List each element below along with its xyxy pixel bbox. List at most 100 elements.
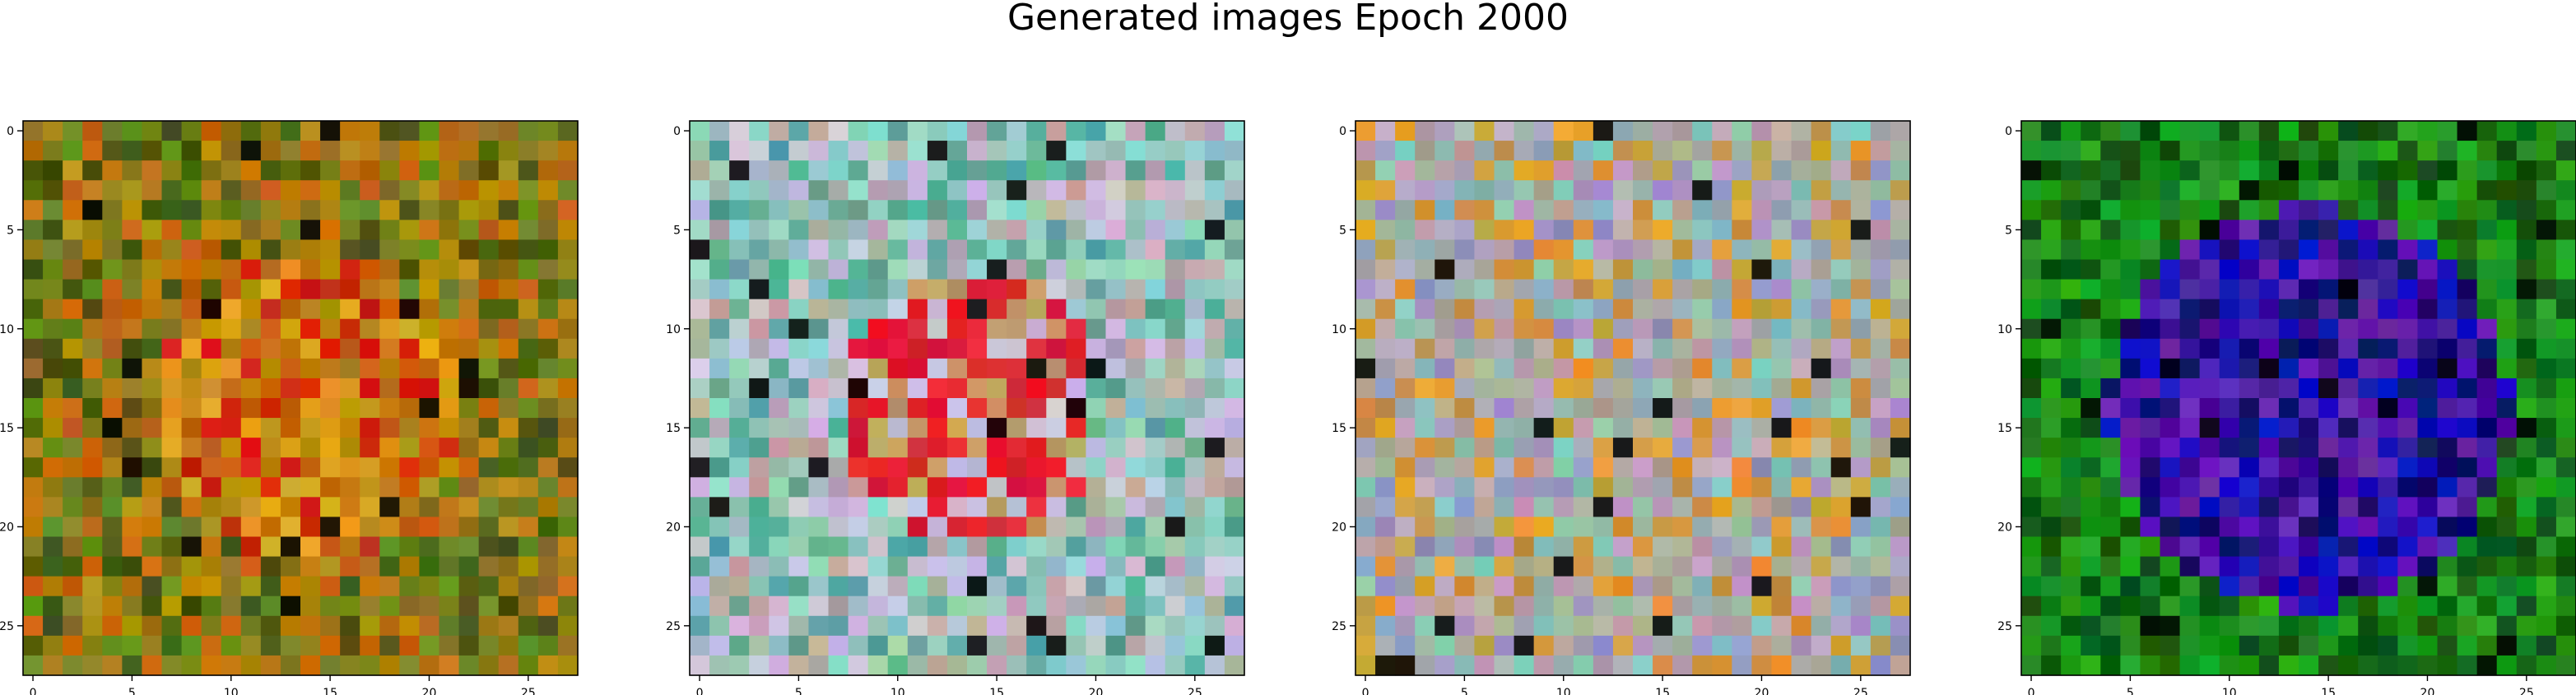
image-pixel <box>2358 279 2378 300</box>
image-pixel <box>1184 615 1206 637</box>
image-pixel <box>122 635 143 656</box>
image-pixel <box>43 536 63 558</box>
image-pixel <box>2299 141 2319 161</box>
image-pixel <box>946 477 968 498</box>
image-pixel <box>1672 556 1693 577</box>
image-pixel <box>749 418 770 438</box>
image-pixel <box>2120 160 2141 181</box>
image-pixel <box>2258 299 2280 320</box>
image-pixel <box>927 398 948 419</box>
image-pixel <box>1533 536 1555 558</box>
image-pixel <box>201 398 222 419</box>
image-pixel <box>1850 299 1872 320</box>
image-pixel <box>1125 239 1146 261</box>
image-pixel <box>927 318 948 340</box>
image-pixel <box>1692 239 1713 261</box>
image-pixel <box>23 378 44 399</box>
image-pixel <box>1732 556 1753 577</box>
image-pixel <box>1165 358 1186 379</box>
image-pixel <box>2160 220 2181 241</box>
image-pixel <box>498 200 519 220</box>
image-pixel <box>2199 497 2220 518</box>
image-pixel <box>439 200 460 220</box>
image-pixel <box>1474 418 1495 438</box>
image-pixel <box>1553 160 1574 181</box>
image-pixel <box>1672 200 1693 220</box>
image-pixel <box>1375 477 1396 498</box>
image-pixel <box>1125 615 1146 637</box>
image-pixel <box>1204 517 1225 538</box>
image-pixel <box>1125 180 1146 201</box>
image-pixel <box>967 141 988 161</box>
image-pixel <box>1066 595 1087 617</box>
image-pixel <box>1415 239 1435 261</box>
image-pixel <box>142 121 163 141</box>
image-pixel <box>300 141 321 161</box>
image-pixel <box>1046 299 1067 320</box>
image-pixel <box>2437 497 2458 518</box>
image-pixel <box>1514 457 1535 478</box>
image-pixel <box>2536 279 2557 300</box>
image-pixel <box>1672 239 1693 261</box>
image-pixel <box>987 200 1007 220</box>
image-pixel <box>419 141 440 161</box>
image-pixel <box>1890 497 1911 518</box>
image-pixel <box>749 200 770 220</box>
image-pixel <box>749 239 770 261</box>
image-pixel <box>221 318 242 340</box>
image-pixel <box>1125 398 1146 419</box>
image-pixel <box>2041 180 2062 201</box>
image-pixel <box>1224 438 1245 458</box>
image-pixel <box>1771 141 1793 161</box>
image-pixel <box>2496 615 2518 637</box>
image-pixel <box>1514 180 1535 201</box>
image-pixel <box>161 318 183 340</box>
image-pixel <box>1086 536 1107 558</box>
image-pixel <box>142 615 163 637</box>
image-pixel <box>2239 615 2260 637</box>
image-pixel <box>498 299 519 320</box>
image-pixel <box>709 635 730 656</box>
image-pixel <box>1184 141 1206 161</box>
image-pixel <box>1712 556 1732 577</box>
image-pixel <box>1125 141 1146 161</box>
image-pixel <box>142 438 163 458</box>
image-pixel <box>1672 655 1693 676</box>
image-pixel <box>399 299 421 320</box>
image-pixel <box>23 200 44 220</box>
image-pixel <box>1494 220 1515 241</box>
image-pixel <box>1007 200 1027 220</box>
image-pixel <box>1165 259 1186 280</box>
image-pixel <box>1165 595 1186 617</box>
image-pixel <box>2338 615 2359 637</box>
image-pixel <box>2378 556 2398 577</box>
image-pixel <box>2437 615 2458 637</box>
image-pixel <box>1653 438 1673 458</box>
image-pixel <box>2516 259 2537 280</box>
image-pixel <box>2318 477 2339 498</box>
image-pixel <box>1204 418 1225 438</box>
image-pixel <box>2140 556 2161 577</box>
image-pixel <box>1692 299 1713 320</box>
image-pixel <box>2081 517 2101 538</box>
image-pixel <box>1415 615 1435 637</box>
image-pixel <box>43 318 63 340</box>
image-pixel <box>399 418 421 438</box>
image-pixel <box>458 121 480 141</box>
image-pixel <box>2516 160 2537 181</box>
image-pixel <box>122 556 143 577</box>
image-pixel <box>2457 517 2478 538</box>
image-pixel <box>1434 536 1455 558</box>
image-pixel <box>439 378 460 399</box>
image-pixel <box>2160 595 2181 617</box>
image-pixel <box>2239 635 2260 656</box>
image-pixel <box>2258 457 2280 478</box>
image-pixel <box>1830 615 1852 637</box>
y-tick-label: 20 <box>1332 521 1346 534</box>
image-pixel <box>1224 200 1245 220</box>
image-pixel <box>1026 635 1047 656</box>
image-pixel <box>2061 556 2081 577</box>
image-pixel <box>201 595 222 617</box>
image-pixel <box>2378 299 2398 320</box>
image-pixel <box>2140 457 2161 478</box>
